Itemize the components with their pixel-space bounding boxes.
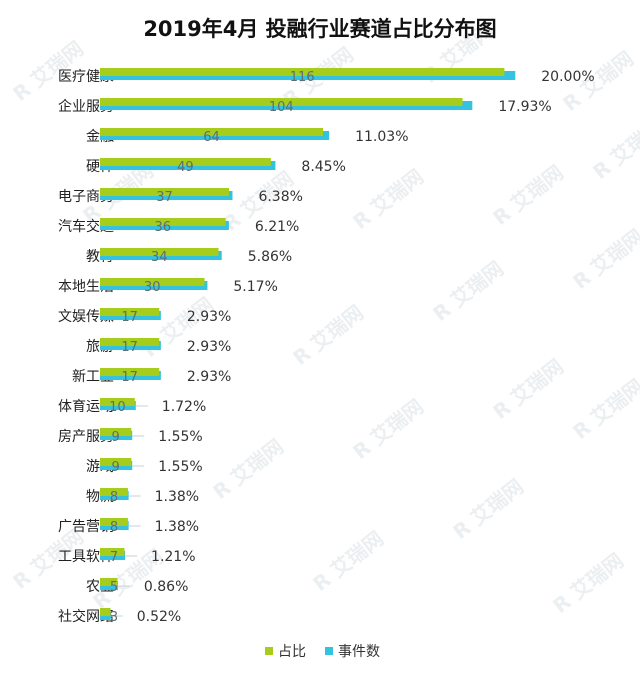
watermark-text: R 艾瑞网	[568, 374, 640, 444]
count-label: 37	[156, 190, 173, 205]
bar-share	[100, 578, 118, 586]
count-label: 64	[203, 130, 220, 145]
legend-swatch-event-count	[325, 647, 333, 655]
count-label: 17	[121, 370, 138, 385]
count-label: 36	[155, 220, 172, 235]
watermark-text: R 艾瑞网	[288, 300, 368, 370]
percent-label: 1.72%	[162, 399, 206, 415]
count-label: 30	[144, 280, 161, 295]
bar-share	[100, 278, 205, 286]
bar-share	[100, 188, 230, 196]
count-label: 104	[269, 100, 294, 115]
bar-share	[100, 488, 128, 496]
percent-label: 5.17%	[233, 279, 277, 295]
percent-label: 5.86%	[248, 249, 292, 265]
count-label: 17	[121, 340, 138, 355]
percent-label: 8.45%	[301, 159, 345, 175]
percent-label: 6.21%	[255, 219, 299, 235]
bar-share	[100, 98, 463, 106]
bar-share	[100, 338, 160, 346]
percent-label: 1.38%	[155, 519, 199, 535]
bar-share	[100, 308, 160, 316]
watermark-text: R 艾瑞网	[568, 224, 640, 294]
count-label: 17	[121, 310, 138, 325]
percent-label: 11.03%	[355, 129, 408, 145]
percent-label: 1.55%	[158, 429, 202, 445]
bar-share	[100, 368, 160, 376]
percent-label: 2.93%	[187, 339, 231, 355]
percent-label: 0.86%	[144, 579, 188, 595]
percent-label: 6.38%	[258, 189, 302, 205]
percent-label: 2.93%	[187, 369, 231, 385]
bar-share	[100, 128, 324, 136]
watermark-text: R 艾瑞网	[448, 474, 528, 544]
watermark-text: R 艾瑞网	[588, 114, 640, 184]
count-label: 8	[110, 490, 118, 505]
watermark-text: R 艾瑞网	[428, 256, 508, 326]
legend-label-share: 占比	[278, 644, 306, 660]
percent-label: 0.52%	[137, 609, 181, 625]
bar-share	[100, 398, 135, 406]
bar-share	[100, 428, 132, 436]
bar-share	[100, 518, 128, 526]
count-label: 8	[110, 520, 118, 535]
count-label: 9	[112, 430, 120, 445]
percent-label: 20.00%	[541, 69, 594, 85]
watermark-text: R 艾瑞网	[348, 394, 428, 464]
watermark-text: R 艾瑞网	[488, 354, 568, 424]
bar-share	[100, 68, 505, 76]
watermark-text: R 艾瑞网	[548, 548, 628, 618]
watermark-text: R 艾瑞网	[208, 434, 288, 504]
legend-swatch-share	[265, 647, 273, 655]
count-label: 9	[112, 460, 120, 475]
chart-title: 2019年4月 投融行业赛道占比分布图	[143, 17, 496, 41]
legend: 占比 事件数	[265, 644, 380, 660]
percent-label: 2.93%	[187, 309, 231, 325]
percent-label: 1.21%	[151, 549, 195, 565]
count-label: 5	[110, 580, 118, 595]
count-label: 116	[290, 70, 315, 85]
legend-label-event-count: 事件数	[338, 644, 380, 660]
bar-share	[100, 158, 271, 166]
count-label: 34	[151, 250, 168, 265]
bar-share	[100, 548, 125, 556]
percent-label: 17.93%	[498, 99, 551, 115]
bar-share	[100, 218, 226, 226]
count-label: 3	[110, 610, 118, 625]
bar-share	[100, 608, 111, 616]
plot-area: 医疗健康11620.00%企业服务10417.93%金融6411.03%硬件49…	[58, 68, 595, 625]
percent-label: 1.38%	[155, 489, 199, 505]
count-label: 10	[109, 400, 126, 415]
watermark-text: R 艾瑞网	[348, 164, 428, 234]
count-label: 49	[177, 160, 194, 175]
count-label: 7	[110, 550, 118, 565]
percent-label: 1.55%	[158, 459, 202, 475]
watermark-text: R 艾瑞网	[488, 160, 568, 230]
watermark-text: R 艾瑞网	[308, 526, 388, 596]
bar-share	[100, 458, 132, 466]
bar-share	[100, 248, 219, 256]
